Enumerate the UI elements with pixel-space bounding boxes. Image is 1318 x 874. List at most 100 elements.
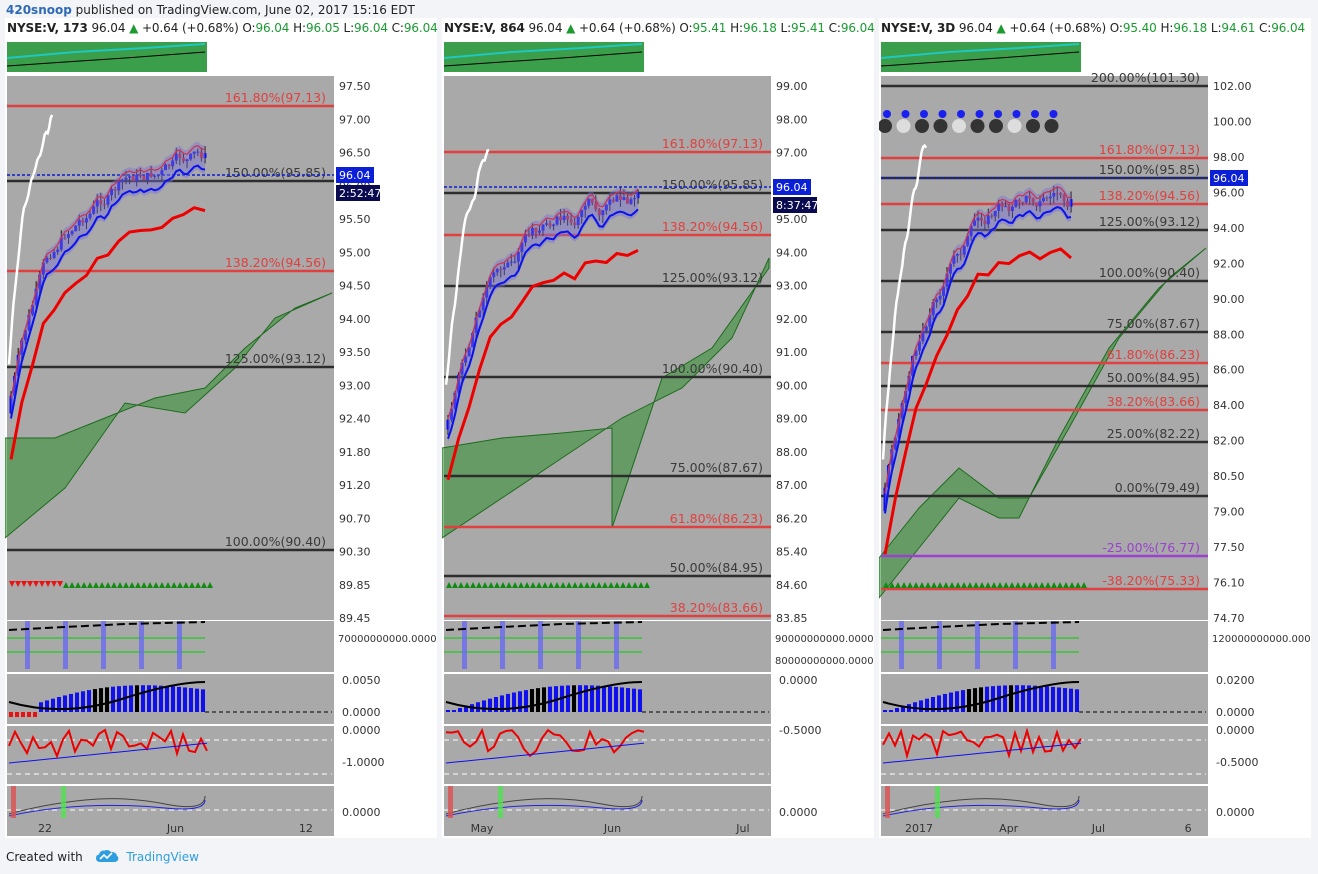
histogram-bar bbox=[1039, 686, 1043, 712]
tradingview-link[interactable]: TradingView bbox=[126, 850, 199, 864]
y-axis-tick: 95.50 bbox=[339, 213, 371, 226]
chart-canvas-2[interactable]: 161.80%(97.13) 150.00%(95.85) 138.20%(94.5… bbox=[442, 18, 874, 838]
candle-body bbox=[23, 330, 27, 341]
time-axis bbox=[881, 820, 1208, 836]
candle-body bbox=[81, 220, 85, 223]
buy-signal-triangle bbox=[87, 582, 93, 588]
buy-signal-triangle bbox=[159, 582, 165, 588]
y-axis-tick: 93.00 bbox=[339, 379, 371, 392]
histogram-bar bbox=[614, 686, 618, 712]
histogram-bar bbox=[500, 695, 504, 712]
fib-level-label: 25.00%(82.22) bbox=[1107, 426, 1200, 441]
x-axis-tick: Jul bbox=[1091, 822, 1105, 835]
volume-highlight bbox=[63, 621, 68, 669]
histogram-bar bbox=[27, 712, 31, 717]
buy-signal-triangle bbox=[452, 582, 458, 588]
signal-dot bbox=[883, 110, 891, 118]
y-axis-tick: 93.00 bbox=[776, 280, 808, 293]
candle-body bbox=[900, 403, 904, 419]
candle-body bbox=[453, 392, 457, 409]
candle-body bbox=[34, 288, 38, 305]
candle-body bbox=[921, 330, 925, 342]
candle-body bbox=[935, 299, 939, 303]
volume-highlight bbox=[1051, 621, 1056, 669]
chart-canvas-3[interactable]: 200.00%(101.30) 161.80%(97.13) 150.00%(95.… bbox=[879, 18, 1311, 838]
buy-signal-triangle bbox=[1003, 582, 1009, 588]
candle-body bbox=[997, 204, 1001, 211]
chart-panel-3[interactable]: 200.00%(101.30) 161.80%(97.13) 150.00%(95.… bbox=[879, 18, 1311, 838]
candle-body bbox=[886, 465, 890, 488]
candle-body bbox=[629, 199, 633, 204]
candle-body bbox=[1000, 204, 1004, 207]
chart-panel-2[interactable]: 161.80%(97.13) 150.00%(95.85) 138.20%(94.5… bbox=[442, 18, 875, 838]
buy-signal-triangle bbox=[566, 582, 572, 588]
volume-pane bbox=[444, 621, 771, 672]
candle-body bbox=[485, 286, 489, 298]
histogram-bar bbox=[572, 685, 576, 712]
candle-body bbox=[948, 263, 952, 274]
y-axis-tick: 95.00 bbox=[776, 213, 808, 226]
candle-body bbox=[604, 204, 608, 211]
signal-dot bbox=[1012, 110, 1021, 118]
histogram-bar bbox=[901, 706, 905, 712]
ohlc-h-value: 96.05 bbox=[305, 21, 340, 35]
candle-body bbox=[569, 219, 573, 223]
symbol-label[interactable]: NYSE:V, 173 bbox=[7, 21, 88, 35]
stoch-line bbox=[445, 795, 643, 815]
candle-body bbox=[178, 153, 182, 158]
osc1-tick: 0.0200 bbox=[1216, 674, 1255, 687]
volume-highlight bbox=[576, 621, 581, 669]
candle-body bbox=[492, 272, 496, 278]
buy-signal-triangle bbox=[961, 582, 967, 588]
change-value: +0.64 (+0.68%) bbox=[1009, 21, 1107, 35]
candle-body bbox=[31, 304, 35, 315]
candle-body bbox=[897, 418, 901, 438]
candle-body bbox=[495, 269, 499, 273]
buy-signal-triangle bbox=[632, 582, 638, 588]
ema-band bbox=[11, 141, 205, 423]
y-axis-tick: 98.00 bbox=[1213, 151, 1245, 164]
candle-body bbox=[1021, 201, 1025, 203]
buy-signal-triangle bbox=[895, 582, 901, 588]
candle-body bbox=[559, 216, 563, 221]
candle-body bbox=[625, 197, 629, 204]
volume-highlight bbox=[139, 621, 144, 669]
ohlc-l-value: 96.04 bbox=[354, 21, 388, 35]
fib-level-label: 50.00%(84.95) bbox=[1107, 370, 1200, 385]
buy-signal-triangle bbox=[123, 582, 129, 588]
candle-body bbox=[931, 302, 935, 316]
candle-body bbox=[106, 195, 110, 205]
sell-signal-triangle bbox=[21, 581, 27, 587]
osc3-tick: 0.0000 bbox=[779, 806, 818, 819]
buy-signal-triangle bbox=[578, 582, 584, 588]
author-link[interactable]: 420snoop bbox=[6, 3, 72, 17]
candle-body bbox=[904, 391, 908, 404]
volume-highlight bbox=[538, 621, 543, 669]
candle-body bbox=[160, 170, 164, 175]
candle-body bbox=[467, 347, 471, 357]
chart-panel-1[interactable]: 161.80%(97.13) 150.00%(95.85) 138.20%(94.5… bbox=[5, 18, 438, 838]
signal-dot bbox=[994, 110, 1002, 118]
candle-body bbox=[1031, 198, 1035, 203]
time-axis bbox=[7, 820, 334, 836]
histogram-bar bbox=[895, 708, 899, 712]
symbol-label[interactable]: NYSE:V, 3D bbox=[881, 21, 956, 35]
chart-canvas-1[interactable]: 161.80%(97.13) 150.00%(95.85) 138.20%(94.5… bbox=[5, 18, 437, 838]
y-axis-tick: 91.80 bbox=[339, 446, 371, 459]
y-axis-tick: 89.00 bbox=[776, 413, 808, 426]
price-tag-value: 96.04 bbox=[776, 181, 808, 194]
fib-level-label: 138.20%(94.56) bbox=[225, 255, 326, 270]
histogram-bar bbox=[21, 712, 25, 717]
fib-level-label: 61.80%(86.23) bbox=[1107, 347, 1200, 362]
candle-body bbox=[56, 249, 60, 253]
ichimoku-cloud bbox=[5, 292, 333, 539]
up-triangle-icon: ▲ bbox=[566, 21, 576, 35]
candle-body bbox=[1062, 194, 1066, 201]
buy-signal-triangle bbox=[590, 582, 596, 588]
buy-signal-triangle bbox=[1063, 582, 1069, 588]
candle-body bbox=[63, 237, 67, 239]
symbol-label[interactable]: NYSE:V, 864 bbox=[444, 21, 525, 35]
publish-line: 420snoop published on TradingView.com, J… bbox=[6, 3, 415, 17]
oscillator-line bbox=[882, 727, 1082, 760]
buy-signal-triangle bbox=[1051, 582, 1057, 588]
